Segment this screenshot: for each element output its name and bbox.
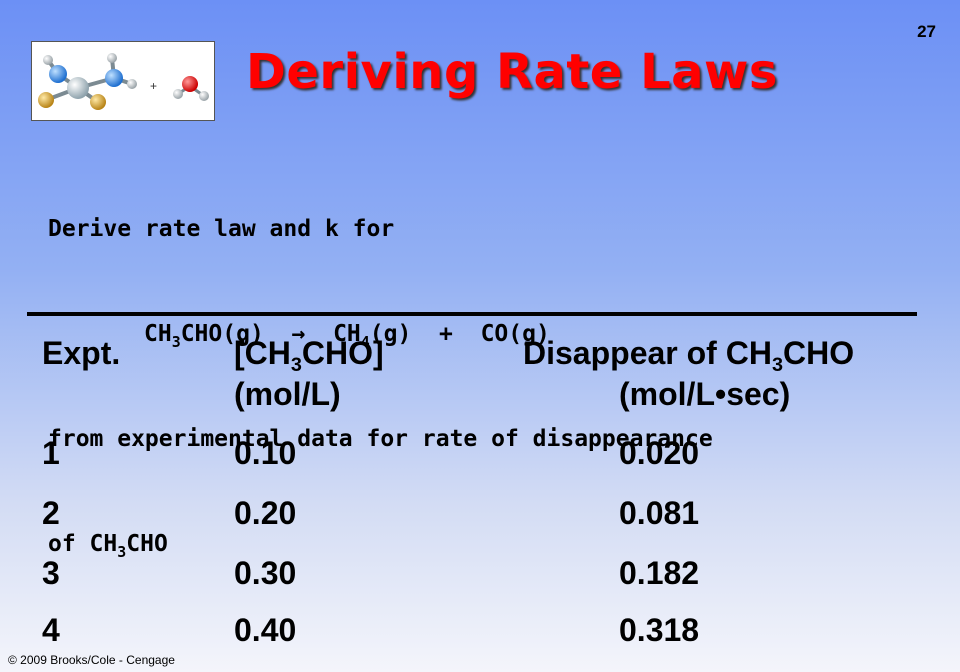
header-rate: Disappear of CH3CHO bbox=[523, 333, 855, 376]
row-1-rate: 0.020 bbox=[619, 435, 700, 471]
header-rate-unit: (mol/L•sec) bbox=[619, 376, 791, 412]
plus-sign: + bbox=[150, 79, 157, 93]
row-3-expt: 3 bbox=[42, 555, 60, 591]
row-2-rate: 0.081 bbox=[619, 495, 700, 531]
reaction-equation: CH3CHO(g) → CH4(g) + CO(g) bbox=[48, 317, 713, 352]
product-2: CO(g) bbox=[480, 321, 550, 347]
header-concentration: [CH3CHO] bbox=[234, 333, 384, 376]
reactant-pre: CH bbox=[144, 321, 172, 347]
conc-post: CHO] bbox=[301, 335, 384, 371]
copyright-footer: © 2009 Brooks/Cole - Cengage bbox=[8, 653, 175, 667]
conc-pre: [CH bbox=[234, 335, 291, 371]
row-1-expt: 1 bbox=[42, 435, 60, 471]
intro-text: Derive rate law and k for CH3CHO(g) → CH… bbox=[48, 142, 713, 632]
rate-pre: Disappear of CH bbox=[523, 335, 772, 371]
rate-post: CHO bbox=[782, 335, 855, 371]
row-3-conc: 0.30 bbox=[234, 555, 297, 591]
header-expt: Expt. bbox=[42, 335, 121, 371]
molecule-model-icon: + bbox=[38, 53, 209, 110]
divider-line bbox=[27, 312, 917, 316]
product1-sub: 4 bbox=[360, 333, 370, 351]
rate-sub: 3 bbox=[771, 354, 783, 376]
reactant-sub: 3 bbox=[171, 333, 181, 351]
product1-post: (g) bbox=[369, 321, 412, 347]
reactant-post: CHO(g) bbox=[180, 321, 264, 347]
page-number: 27 bbox=[917, 22, 936, 41]
line4-sub: 3 bbox=[117, 543, 127, 561]
row-3-rate: 0.182 bbox=[619, 555, 700, 591]
product-1: CH4(g) bbox=[333, 321, 412, 349]
row-4-expt: 4 bbox=[42, 612, 60, 648]
product1-pre: CH bbox=[333, 321, 361, 347]
row-2-expt: 2 bbox=[42, 495, 60, 531]
slide-title: Deriving Rate Laws bbox=[246, 44, 778, 100]
line4-pre: of CH bbox=[48, 531, 118, 557]
reaction-arrow-icon: → bbox=[291, 321, 306, 347]
equation-plus: + bbox=[439, 321, 453, 347]
molecule-illustration: + bbox=[31, 41, 215, 121]
reactant: CH3CHO(g) bbox=[144, 321, 264, 349]
row-4-rate: 0.318 bbox=[619, 612, 700, 648]
conc-sub: 3 bbox=[290, 354, 302, 376]
row-4-conc: 0.40 bbox=[234, 612, 297, 648]
header-concentration-unit: (mol/L) bbox=[234, 376, 341, 412]
row-1-conc: 0.10 bbox=[234, 435, 297, 471]
intro-line-1: Derive rate law and k for bbox=[48, 216, 395, 242]
row-2-conc: 0.20 bbox=[234, 495, 297, 531]
intro-line-4: of CH3CHO bbox=[48, 527, 713, 562]
intro-line-3: from experimental data for rate of disap… bbox=[48, 426, 713, 452]
line4-post: CHO bbox=[126, 531, 168, 557]
